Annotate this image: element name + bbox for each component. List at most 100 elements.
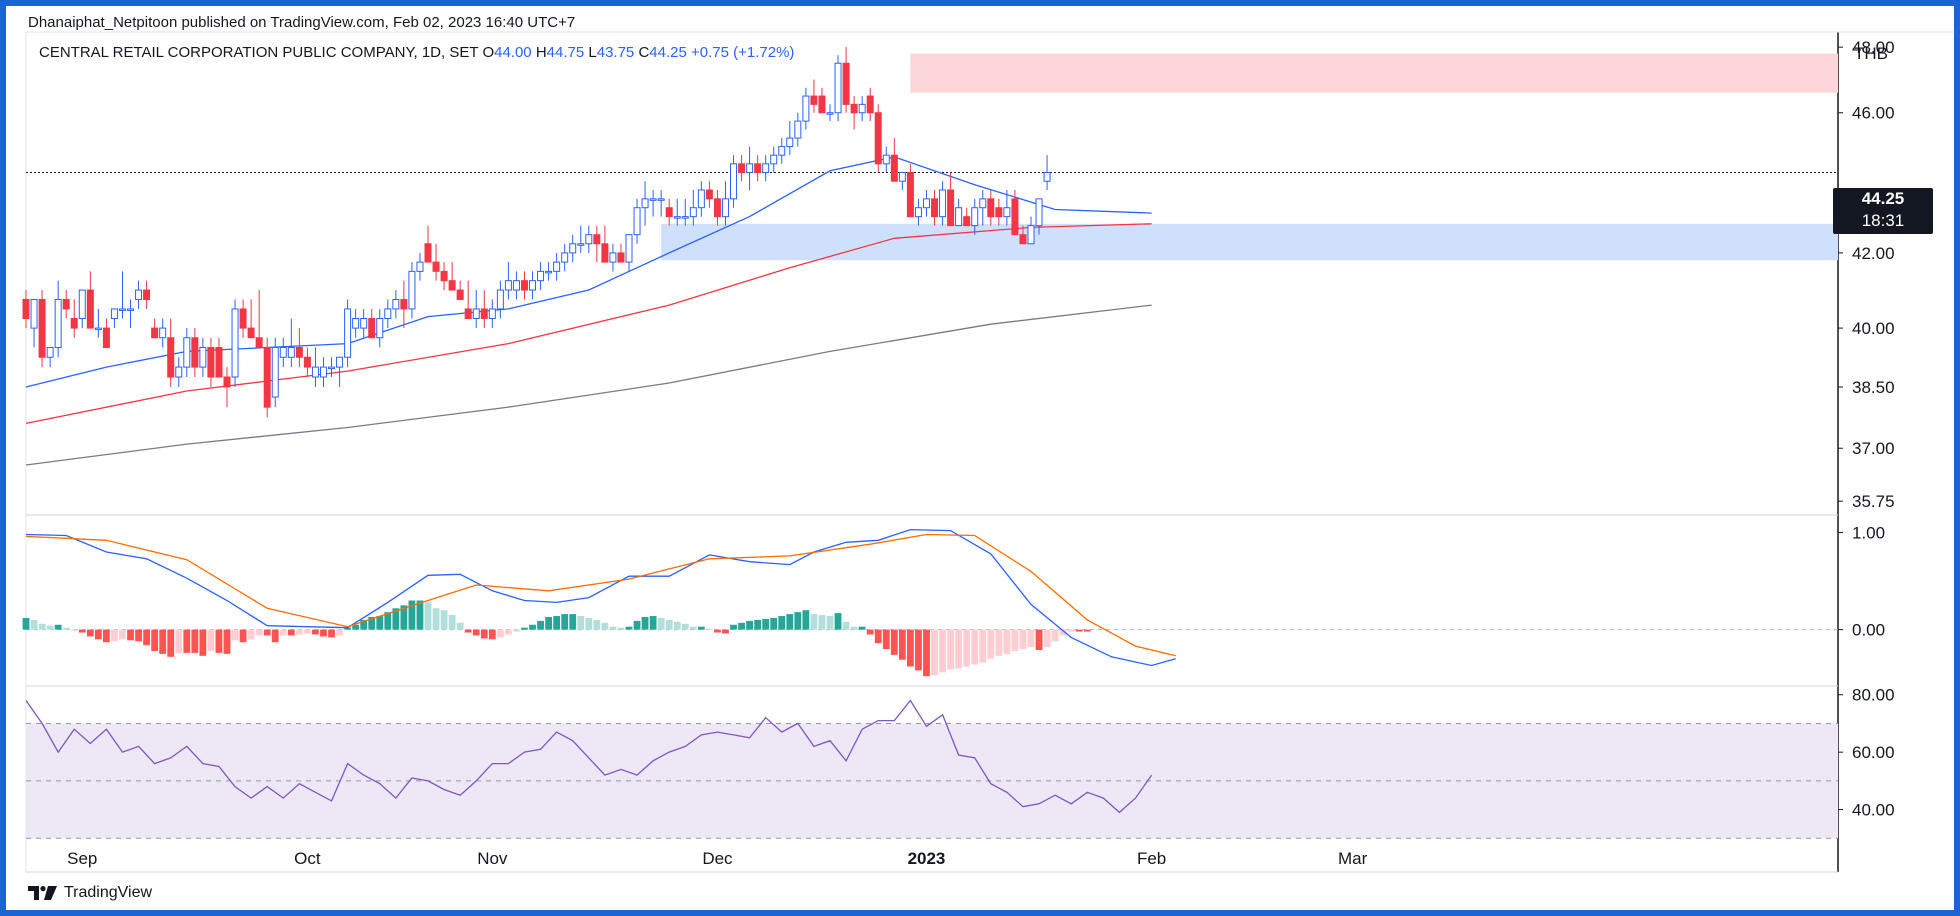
candle-body [601,243,609,263]
open-value: O44.00 [482,44,532,61]
candle [955,198,963,227]
candle [432,243,440,281]
macd-histogram-bar [255,629,263,636]
macd-histogram-bar [545,617,552,630]
candle [754,155,762,182]
candle-body [987,198,995,218]
candle [247,299,255,339]
macd-histogram-bar [923,629,930,677]
candle-body [344,308,352,358]
macd-histogram-bar [328,629,335,638]
macd-histogram-bar [183,629,191,653]
candle-body [802,95,810,122]
macd-histogram-bar [231,629,239,641]
candle-body [416,261,424,272]
candle-body [633,207,641,236]
macd-histogram-bar [770,617,778,630]
macd-histogram-bar [858,626,866,630]
macd-histogram-bar [127,629,134,641]
candle [963,207,971,227]
macd-histogram-bar [111,629,118,642]
candle-body [279,346,287,358]
macd-histogram-bar [625,626,633,630]
price-axis-label: 35.75 [1852,492,1895,511]
chart-frame: 48.00 46.00 42.00 40.00 38.50 37.00 35.75 1.00 0… [6,6,1954,910]
macd-histogram-bar [103,629,110,643]
candle-body [931,198,939,218]
candle-body [22,298,30,319]
candle-body [223,376,231,388]
candle [577,225,585,253]
candle [713,190,721,226]
moving-average-gray [25,304,1152,466]
symbol-name: CENTRAL RETAIL CORPORATION PUBLIC COMPAN… [39,44,479,61]
candle-body [472,308,480,319]
candle [818,87,826,114]
macd-histogram-bar [38,623,46,630]
macd-histogram-bar [754,619,762,630]
candle [207,337,215,387]
candle-body [721,198,729,218]
macd-histogram-bar [947,629,954,670]
macd-histogram-bar [633,620,641,630]
candle [553,252,561,281]
macd-histogram-bar [730,624,737,630]
rsi-axis-label: 40.00 [1852,801,1895,820]
candle-body [681,216,689,219]
candle [22,290,30,329]
candle-body [665,207,673,218]
macd-histogram-bar [834,613,842,630]
candle [834,55,842,122]
macd-histogram-bar [746,620,753,630]
current-price-label: 44.25 [1861,189,1905,208]
candle-body [545,270,553,274]
candle-body [641,198,649,209]
candle [633,198,641,244]
macd-histogram-bar [1075,629,1083,632]
candle-body [794,120,802,139]
candle [931,190,939,226]
macd-histogram-bar [279,629,287,636]
candle [689,190,697,226]
macd-histogram-bar [955,629,963,669]
macd-histogram-bar [304,629,311,634]
candle-body [939,189,947,218]
candle-body [110,308,118,319]
macd-histogram-bar [1067,629,1075,632]
macd-histogram-bar [312,629,319,635]
macd-histogram-bar [215,629,223,653]
candle-body [86,289,94,329]
macd-histogram-bar [1083,629,1091,632]
price-axis-label: 38.50 [1852,378,1895,397]
macd-histogram-bar [1011,629,1019,651]
candle-body [62,298,70,310]
candle [593,225,601,263]
time-axis-label: Oct [294,849,321,868]
macd-histogram-bar [86,629,94,637]
candle-body [167,337,175,378]
candle [143,280,151,309]
candle-body [673,216,681,219]
candle [488,299,496,329]
candle-body [738,163,746,173]
candle [319,357,327,387]
candle [271,337,279,408]
candle [665,198,673,226]
macd-histogram-bar [30,619,38,630]
chart-canvas[interactable]: 48.00 46.00 42.00 40.00 38.50 37.00 35.75 1.00 0… [6,6,1954,910]
tradingview-brand[interactable]: TradingView [28,884,152,902]
candle [649,190,657,217]
macd-signal-line [25,533,1176,657]
candle [858,96,866,122]
macd-histogram-bar [295,629,303,635]
macd-histogram-bar [263,629,271,636]
macd-histogram-bar [271,629,279,643]
candle-body [995,207,1003,218]
candle [697,181,705,217]
candle-body [512,280,520,291]
macd-histogram-bar [505,629,512,635]
candle [135,280,143,309]
macd-histogram-bar [78,629,86,633]
macd-histogram-bar [135,629,142,642]
candle-body [730,163,738,200]
